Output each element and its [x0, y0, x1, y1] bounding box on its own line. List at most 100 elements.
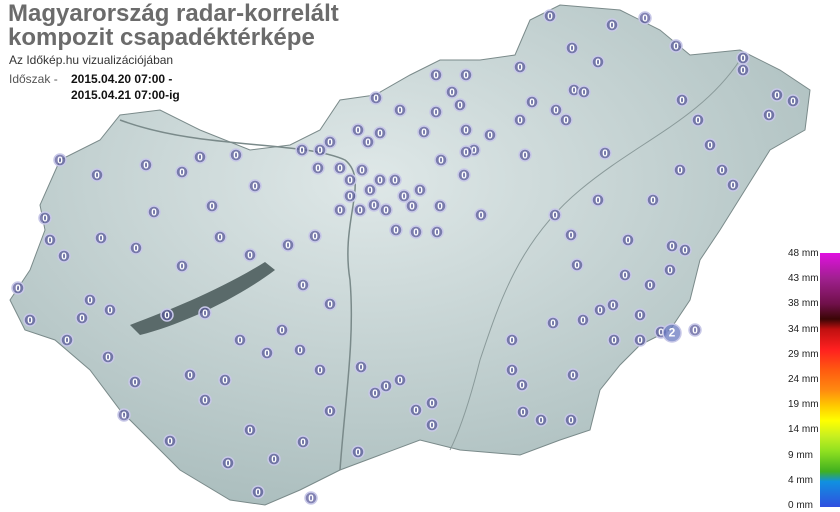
station-marker[interactable]: 0 [770, 88, 784, 102]
station-marker[interactable]: 0 [218, 373, 232, 387]
station-marker[interactable]: 0 [564, 413, 578, 427]
station-marker[interactable]: 0 [373, 173, 387, 187]
station-marker[interactable]: 0 [605, 18, 619, 32]
station-marker[interactable]: 0 [525, 95, 539, 109]
station-marker[interactable]: 0 [429, 68, 443, 82]
station-marker[interactable]: 0 [243, 248, 257, 262]
station-marker[interactable]: 0 [786, 94, 800, 108]
station-marker[interactable]: 0 [221, 456, 235, 470]
station-marker[interactable]: 0 [128, 375, 142, 389]
station-marker[interactable]: 0 [94, 231, 108, 245]
station-marker[interactable]: 0 [333, 161, 347, 175]
station-marker[interactable]: 0 [633, 333, 647, 347]
station-marker[interactable]: 0 [675, 93, 689, 107]
station-marker[interactable]: 0 [275, 323, 289, 337]
station-marker[interactable]: 0 [691, 113, 705, 127]
station-marker[interactable]: 0 [38, 211, 52, 225]
station-marker[interactable]: 0 [688, 323, 702, 337]
station-marker[interactable]: 0 [513, 60, 527, 74]
station-marker[interactable]: 0 [591, 193, 605, 207]
station-marker[interactable]: 0 [343, 173, 357, 187]
station-marker[interactable]: 0 [60, 333, 74, 347]
station-marker[interactable]: 0 [175, 259, 189, 273]
station-marker[interactable]: 0 [425, 418, 439, 432]
station-marker[interactable]: 0 [576, 313, 590, 327]
station-marker[interactable]: 0 [323, 297, 337, 311]
station-marker[interactable]: 0 [678, 243, 692, 257]
station-marker[interactable]: 0 [260, 346, 274, 360]
station-marker[interactable]: 0 [445, 85, 459, 99]
station-marker[interactable]: 0 [417, 125, 431, 139]
station-marker[interactable]: 0 [353, 203, 367, 217]
station-marker[interactable]: 0 [397, 189, 411, 203]
station-marker[interactable]: 0 [570, 258, 584, 272]
station-marker[interactable]: 0 [518, 148, 532, 162]
station-marker[interactable]: 0 [368, 386, 382, 400]
station-marker[interactable]: 0 [673, 163, 687, 177]
station-marker[interactable]: 0 [75, 311, 89, 325]
station-marker[interactable]: 0 [117, 408, 131, 422]
station-marker[interactable]: 0 [534, 413, 548, 427]
station-marker[interactable]: 0 [646, 193, 660, 207]
station-marker[interactable]: 0 [83, 293, 97, 307]
station-marker[interactable]: 0 [354, 360, 368, 374]
station-marker[interactable]: 0 [367, 198, 381, 212]
station-marker[interactable]: 0 [591, 55, 605, 69]
station-marker[interactable]: 0 [515, 378, 529, 392]
station-marker[interactable]: 0 [213, 230, 227, 244]
station-marker[interactable]: 0 [513, 113, 527, 127]
station-marker[interactable]: 0 [425, 396, 439, 410]
station-marker[interactable]: 0 [736, 63, 750, 77]
station-marker[interactable]: 0 [434, 153, 448, 167]
station-marker[interactable]: 0 [715, 163, 729, 177]
station-marker[interactable]: 0 [566, 368, 580, 382]
station-marker[interactable]: 0 [23, 313, 37, 327]
station-marker[interactable]: 0 [762, 108, 776, 122]
station-marker[interactable]: 0 [313, 363, 327, 377]
station-marker[interactable]: 0 [296, 435, 310, 449]
station-marker[interactable]: 0 [351, 123, 365, 137]
station-marker[interactable]: 0 [663, 263, 677, 277]
station-marker[interactable]: 0 [198, 393, 212, 407]
station-marker[interactable]: 0 [308, 229, 322, 243]
station-marker[interactable]: 0 [198, 306, 212, 320]
station-marker[interactable]: 0 [333, 203, 347, 217]
station-marker[interactable]: 0 [433, 199, 447, 213]
station-marker[interactable]: 0 [607, 333, 621, 347]
station-marker[interactable]: 0 [633, 308, 647, 322]
station-marker[interactable]: 0 [103, 303, 117, 317]
station-marker[interactable]: 0 [205, 199, 219, 213]
station-marker[interactable]: 0 [11, 281, 25, 295]
station-marker[interactable]: 0 [638, 11, 652, 25]
station-marker[interactable]: 0 [311, 161, 325, 175]
station-marker[interactable]: 0 [593, 303, 607, 317]
station-marker[interactable]: 0 [183, 368, 197, 382]
station-marker[interactable]: 0 [505, 363, 519, 377]
station-marker[interactable]: 0 [413, 183, 427, 197]
station-marker[interactable]: 0 [355, 163, 369, 177]
station-marker[interactable]: 0 [409, 225, 423, 239]
station-marker[interactable]: 0 [559, 113, 573, 127]
station-marker[interactable]: 0 [389, 223, 403, 237]
station-marker[interactable]: 0 [304, 491, 318, 505]
station-marker[interactable]: 0 [564, 228, 578, 242]
station-marker[interactable]: 0 [459, 68, 473, 82]
station-marker[interactable]: 0 [101, 350, 115, 364]
station-marker[interactable]: 0 [546, 316, 560, 330]
station-marker[interactable]: 0 [175, 165, 189, 179]
station-marker[interactable]: 0 [323, 135, 337, 149]
station-marker[interactable]: 0 [606, 298, 620, 312]
station-marker[interactable]: 0 [139, 158, 153, 172]
station-marker[interactable]: 0 [267, 452, 281, 466]
station-marker[interactable]: 0 [53, 153, 67, 167]
station-marker[interactable]: 0 [293, 343, 307, 357]
station-marker[interactable]: 0 [369, 91, 383, 105]
station-marker[interactable]: 0 [643, 278, 657, 292]
station-marker[interactable]: 0 [453, 98, 467, 112]
station-marker[interactable]: 0 [618, 268, 632, 282]
station-marker[interactable]: 0 [229, 148, 243, 162]
station-marker[interactable]: 0 [388, 173, 402, 187]
station-marker[interactable]: 0 [373, 126, 387, 140]
station-marker[interactable]: 0 [323, 404, 337, 418]
station-marker[interactable]: 0 [543, 9, 557, 23]
